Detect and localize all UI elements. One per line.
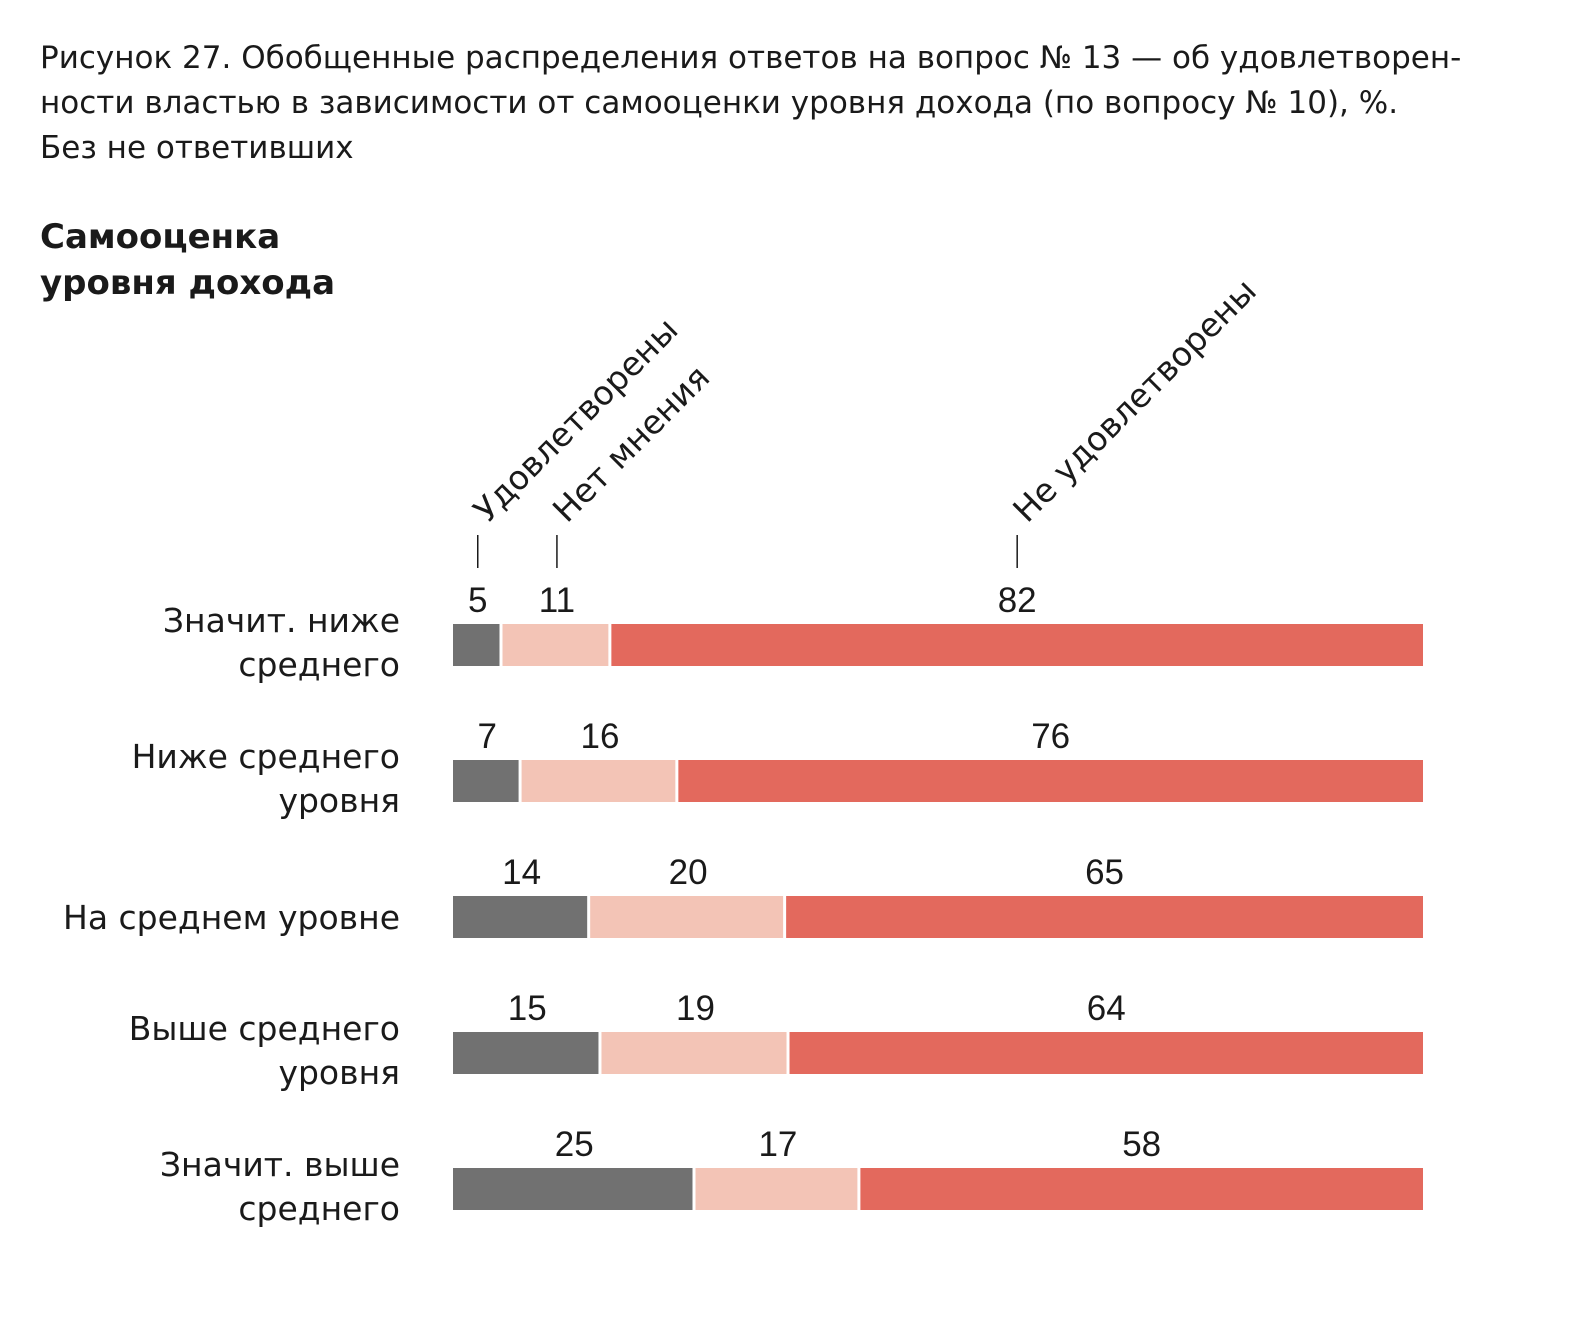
data-label: 11 (539, 581, 575, 620)
data-label: 15 (508, 989, 547, 1028)
bar-segment (453, 624, 500, 666)
bar-segment (678, 760, 1423, 802)
row-axis-heading: Самооценка уровня дохода (40, 214, 335, 306)
data-label: 14 (502, 853, 541, 892)
category-label: уровня (278, 1053, 400, 1092)
bar-segment (611, 624, 1423, 666)
data-label: 16 (581, 717, 620, 756)
data-label: 7 (478, 717, 497, 756)
bar-segment (789, 1032, 1423, 1074)
category-label: Значит. ниже (163, 601, 400, 640)
data-label: 82 (998, 581, 1037, 620)
data-label: 5 (468, 581, 487, 620)
data-label: 19 (676, 989, 715, 1028)
bar-segment (695, 1168, 858, 1210)
bar-segment (453, 1032, 599, 1074)
category-label: На среднем уровне (63, 898, 400, 937)
category-label: Значит. выше (160, 1145, 400, 1184)
data-label: 65 (1085, 853, 1124, 892)
row-heading-line-1: Самооценка (40, 217, 281, 257)
category-label: уровня (278, 781, 400, 820)
category-label: Ниже среднего (132, 737, 400, 776)
bar-segment (502, 624, 609, 666)
data-label: 64 (1087, 989, 1126, 1028)
caption-line-2: ности властью в зависимости от самооценк… (40, 85, 1399, 121)
bar-segment (453, 896, 588, 938)
data-label: 20 (669, 853, 708, 892)
data-label: 17 (758, 1125, 797, 1164)
data-label: 25 (555, 1125, 594, 1164)
bar-segment (453, 760, 519, 802)
bar-segment (521, 760, 676, 802)
data-label: 58 (1122, 1125, 1161, 1164)
category-label: среднего (238, 645, 400, 684)
caption-line-1: Рисунок 27. Обобщенные распределения отв… (40, 40, 1462, 76)
data-label: 76 (1031, 717, 1070, 756)
bar-segment (453, 1168, 693, 1210)
figure-caption: Рисунок 27. Обобщенные распределения отв… (40, 36, 1550, 171)
category-label: Выше среднего (129, 1009, 400, 1048)
bar-segment (786, 896, 1423, 938)
legend-label: Не удовлетворены (1005, 271, 1264, 530)
bar-segment (590, 896, 784, 938)
bar-segment (601, 1032, 787, 1074)
row-heading-line-2: уровня дохода (40, 263, 336, 303)
category-label: среднего (238, 1189, 400, 1228)
bar-segment (860, 1168, 1423, 1210)
caption-line-3: Без не ответивших (40, 130, 354, 166)
